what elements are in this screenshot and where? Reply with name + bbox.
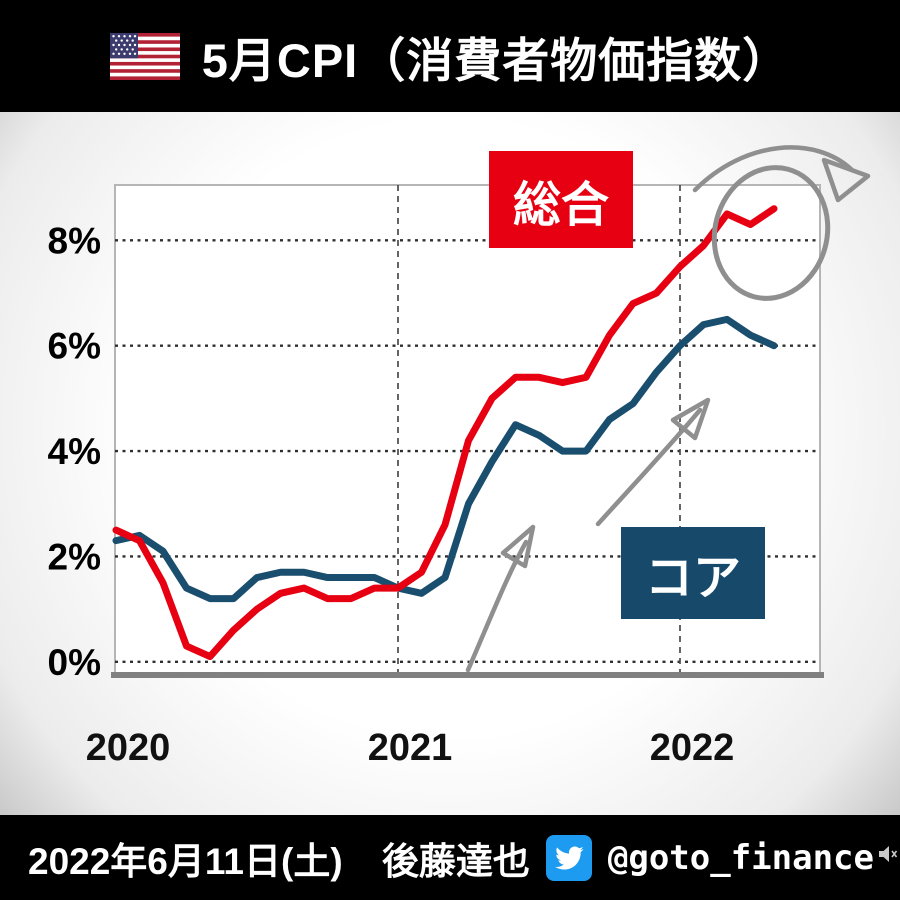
series-line-総合	[112, 205, 778, 661]
peak-circle-annotation	[711, 165, 831, 301]
chart-layer: 0% 2% 4% 6% 8% 2020 2021 2022	[48, 184, 824, 769]
y-tick-label: 0%	[48, 642, 101, 683]
series-line-コア	[112, 315, 778, 603]
page-title: 5月CPI（消費者物価指数）	[201, 33, 791, 87]
cpi-line-chart: 0% 2% 4% 6% 8% 2020 2021 2022	[48, 145, 871, 769]
arrow-top-shaft	[692, 145, 855, 193]
y-tick-label: 6%	[48, 326, 101, 367]
us-flag-icon	[109, 32, 180, 80]
x-tick-label: 2020	[86, 727, 171, 769]
arrow-lower-head	[500, 524, 536, 569]
y-tick-label: 8%	[48, 220, 101, 261]
broadcast-date: 2022年6月11日(土)	[28, 840, 343, 882]
x-tick-label: 2021	[368, 727, 453, 769]
y-tick-label: 2%	[48, 536, 101, 577]
arrow-middle-head	[670, 397, 711, 441]
arrow-lower-shaft	[465, 539, 529, 673]
x-tick-label: 2022	[650, 727, 735, 769]
arrow-middle-shaft	[595, 407, 703, 527]
footer-bar: 2022年6月11日(土) 後藤達也 @goto_finance	[0, 815, 900, 900]
hand-drawn-annotations	[465, 145, 871, 673]
title-bar: 5月CPI（消費者物価指数）	[0, 0, 900, 112]
author-name: 後藤達也	[381, 840, 530, 882]
arrow-top-head	[821, 157, 871, 203]
y-tick-label: 4%	[48, 431, 101, 472]
twitter-bird-icon	[545, 834, 592, 881]
twitter-handle: @goto_finance	[607, 837, 874, 878]
headline-series-label: 総合	[489, 151, 633, 248]
speaker-muted-icon	[879, 846, 898, 862]
chart-area: 0% 2% 4% 6% 8% 2020 2021 2022 総合 コア	[0, 112, 900, 815]
core-series-label: コア	[621, 527, 765, 619]
author-credit: 後藤達也 @goto_finance	[382, 831, 874, 885]
